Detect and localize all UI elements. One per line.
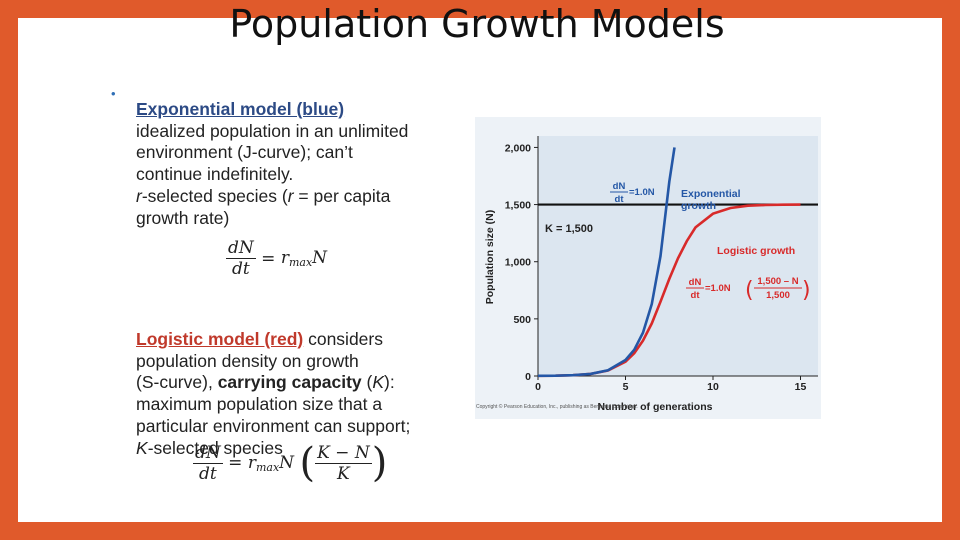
- exp-label-2: growth: [681, 200, 716, 212]
- series-line-exponential: [537, 147, 676, 378]
- log-line-6: K-selected species: [136, 437, 283, 458]
- exp-label-1: Exponential: [681, 188, 741, 200]
- log-line-3: (S-curve), carrying capacity (K):: [136, 372, 395, 393]
- exp-eq-num: dN: [613, 181, 626, 192]
- log-eq-rparen: ): [802, 278, 811, 303]
- logistic-equation: dN dt = rmaxN (K − N K): [193, 440, 388, 486]
- exp-line-1: idealized population in an unlimited: [136, 120, 409, 141]
- y-tick-label: 1,000: [505, 257, 531, 269]
- exponential-heading: Exponential model (blue): [136, 99, 345, 119]
- x-tick-label: 0: [535, 381, 541, 393]
- x-tick-label: 15: [795, 381, 807, 393]
- log-eq-rhs: =1.0N: [705, 283, 731, 294]
- x-axis-label: Number of generations: [598, 401, 713, 413]
- log-line-2: population density on growth: [136, 350, 359, 371]
- exp-eq-rhs: =1.0N: [629, 187, 655, 198]
- exp-line-5: growth rate): [136, 207, 230, 228]
- y-tick-label: 1,500: [505, 200, 531, 212]
- log-eq-den: dt: [691, 290, 701, 301]
- exp-line-3: continue indefinitely.: [136, 164, 294, 185]
- x-tick-label: 10: [707, 381, 719, 393]
- eq2-fraction: dN dt: [193, 442, 223, 484]
- copyright-note: Copyright © Pearson Education, Inc., pub…: [476, 404, 638, 410]
- logistic-heading: Logistic model (red): [136, 329, 304, 349]
- k-label: K = 1,500: [545, 223, 593, 235]
- exponential-equation: dN dt = rmaxN: [226, 238, 328, 279]
- y-tick-label: 0: [525, 371, 531, 383]
- y-tick-label: 2,000: [505, 142, 531, 154]
- y-tick-label: 500: [513, 314, 531, 326]
- y-axis-label: Population size (N): [484, 210, 496, 305]
- log-eq-knum: 1,500 – N: [757, 276, 798, 287]
- log-eq-lparen: (: [745, 278, 754, 303]
- exp-eq-den: dt: [615, 194, 625, 205]
- x-tick-label: 5: [623, 381, 629, 393]
- exp-line-2: environment (J-curve); can’t: [136, 142, 353, 163]
- log-label: Logistic growth: [717, 245, 795, 257]
- exp-line-4: r-selected species (r = per capita: [136, 185, 391, 206]
- log-line-4: maximum population size that a: [136, 394, 383, 415]
- log-line-5: particular environment can support;: [136, 415, 411, 436]
- exponential-text: Exponential model (blue) idealized popul…: [136, 99, 496, 229]
- log-eq-kden: 1,500: [766, 290, 790, 301]
- bullet-icon: •: [111, 86, 116, 101]
- logistic-text: Logistic model (red) considers populatio…: [136, 329, 496, 459]
- page-title: Population Growth Models: [229, 2, 725, 46]
- log-eq-num: dN: [689, 277, 702, 288]
- eq1-fraction: dN dt: [226, 238, 256, 279]
- population-chart: 0 5 10 15 0 500 1,000 1,500 2,000 Population siz…: [475, 117, 821, 419]
